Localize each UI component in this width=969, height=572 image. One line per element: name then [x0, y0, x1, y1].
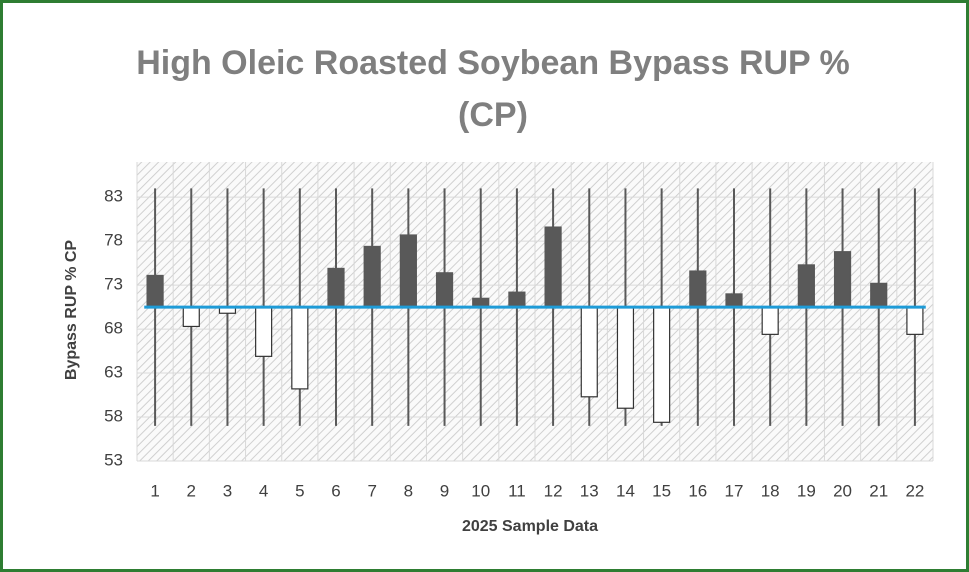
up-bar — [833, 251, 852, 308]
down-bar — [291, 306, 309, 390]
x-tick-label: 21 — [869, 481, 888, 500]
up-bar — [363, 245, 381, 308]
x-tick-label: 3 — [223, 481, 232, 500]
x-tick-label: 2 — [187, 481, 196, 500]
x-tick-label: 7 — [367, 481, 376, 500]
down-bar — [761, 306, 779, 335]
x-tick-label: 18 — [761, 481, 780, 500]
y-tick-label: 83 — [104, 187, 123, 206]
x-tick-label: 14 — [616, 481, 635, 500]
y-tick-label: 73 — [104, 275, 123, 294]
up-bar — [399, 234, 417, 308]
chart-title: High Oleic Roasted Soybean Bypass RUP % … — [136, 44, 850, 134]
y-axis-label: Bypass RUP % CP — [63, 240, 80, 381]
x-tick-label: 5 — [295, 481, 304, 500]
y-tick-label: 68 — [104, 319, 123, 338]
x-tick-label: 19 — [797, 481, 816, 500]
y-tick-label: 58 — [104, 407, 123, 426]
up-bar — [797, 264, 815, 308]
up-bar — [725, 293, 743, 308]
up-bar — [870, 282, 888, 308]
up-bar — [435, 272, 454, 308]
x-tick-label: 4 — [259, 481, 268, 500]
x-tick-label: 20 — [833, 481, 852, 500]
x-tick-label: 13 — [580, 481, 599, 500]
x-tick-label: 6 — [331, 481, 340, 500]
chart: 2025 Sample Data Bypass RUP % CP 5358636… — [63, 162, 934, 535]
down-bar — [182, 306, 200, 328]
down-bar — [616, 306, 635, 409]
y-tick-label: 53 — [104, 450, 123, 469]
x-tick-label: 11 — [508, 481, 526, 500]
up-bar — [146, 274, 164, 308]
x-tick-label: 12 — [544, 481, 563, 500]
down-bar — [906, 306, 924, 335]
up-bar — [327, 267, 345, 308]
x-tick-label: 22 — [905, 481, 924, 500]
up-bar — [508, 291, 526, 308]
x-tick-label: 17 — [725, 481, 744, 500]
down-bar — [255, 306, 273, 357]
down-bar — [580, 306, 598, 398]
x-tick-label: 16 — [688, 481, 707, 500]
down-bar — [653, 306, 671, 423]
up-bar — [689, 270, 707, 308]
x-tick-label: 10 — [471, 481, 490, 500]
x-tick-label: 1 — [150, 481, 159, 500]
x-tick-label: 9 — [440, 481, 449, 500]
x-axis-label: 2025 Sample Data — [462, 518, 598, 535]
y-tick-label: 78 — [104, 231, 123, 250]
x-tick-label: 15 — [652, 481, 671, 500]
y-tick-label: 63 — [104, 363, 123, 382]
x-tick-label: 8 — [404, 481, 413, 500]
up-bar — [544, 226, 562, 308]
